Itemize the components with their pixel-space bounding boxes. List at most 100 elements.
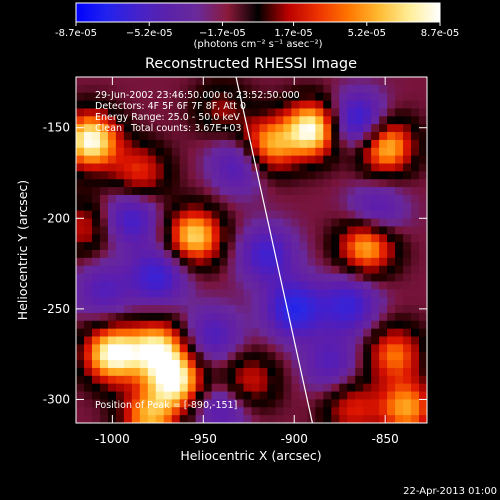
heatmap-cell (99, 328, 109, 338)
heatmap-cell (115, 344, 125, 353)
heatmap-cell (363, 139, 372, 149)
heatmap-cell (91, 415, 101, 423)
heatmap-cell (163, 250, 173, 259)
heatmap-cell (227, 234, 237, 243)
heatmap-cell (411, 147, 420, 157)
heatmap-cell (363, 312, 372, 322)
heatmap-cell (291, 399, 300, 408)
heatmap-cell (411, 383, 420, 393)
heatmap-cell (83, 407, 93, 416)
heatmap-cell (171, 336, 181, 345)
heatmap-cell (355, 320, 364, 330)
heatmap-cell (347, 336, 356, 345)
heatmap-cell (219, 139, 229, 149)
heatmap-cell (371, 407, 380, 416)
heatmap-cell (371, 273, 380, 283)
heatmap-cell (347, 257, 356, 267)
heatmap-cell (139, 234, 149, 243)
heatmap-cell (163, 320, 173, 330)
heatmap-cell (379, 367, 388, 377)
heatmap-cell (187, 108, 197, 117)
heatmap-cell (259, 171, 269, 180)
heatmap-cell (115, 179, 125, 188)
heatmap-cell (411, 210, 420, 220)
heatmap-cell (379, 297, 388, 306)
heatmap-cell (267, 108, 277, 117)
heatmap-cell (211, 289, 221, 298)
heatmap-cell (275, 84, 285, 94)
heatmap-cell (251, 320, 261, 330)
heatmap-cell (403, 234, 412, 243)
heatmap-cell (123, 234, 133, 243)
heatmap-cell (371, 226, 380, 235)
heatmap-cell (147, 281, 157, 290)
heatmap-cell (291, 108, 300, 117)
heatmap-cell (371, 367, 380, 377)
heatmap-cell (187, 360, 197, 369)
heatmap-cell (211, 367, 221, 377)
heatmap-cell (211, 171, 221, 180)
heatmap-cell (235, 210, 245, 220)
heatmap-cell (363, 124, 372, 133)
heatmap-cell (251, 289, 261, 298)
heatmap-cell (339, 84, 348, 94)
heatmap-cell (227, 250, 237, 259)
heatmap-cell (195, 344, 205, 353)
heatmap-cell (219, 226, 229, 235)
heatmap-cell (155, 273, 165, 283)
heatmap-cell (371, 218, 380, 228)
heatmap-cell (291, 155, 300, 165)
heatmap-cell (131, 281, 141, 290)
heatmap-cell (83, 367, 93, 377)
heatmap-cell (419, 187, 427, 196)
heatmap-cell (275, 202, 285, 212)
heatmap-cell (147, 360, 157, 369)
heatmap-cell (195, 132, 205, 141)
heatmap-cell (331, 344, 340, 353)
heatmap-cell (259, 116, 269, 125)
heatmap-cell (76, 360, 85, 369)
heatmap-cell (419, 124, 427, 133)
heatmap-cell (171, 84, 181, 94)
heatmap-cell (291, 171, 300, 180)
heatmap-cell (259, 360, 269, 369)
heatmap-cell (267, 163, 277, 172)
heatmap-cell (355, 108, 364, 117)
heatmap-cell (363, 250, 372, 259)
heatmap-cell (371, 132, 380, 141)
heatmap-cell (115, 226, 125, 235)
heatmap-cell (99, 312, 109, 322)
heatmap-cell (76, 415, 85, 423)
heatmap-cell (363, 281, 372, 290)
heatmap-cell (355, 132, 364, 141)
heatmap-cell (219, 273, 229, 283)
heatmap-cell (283, 84, 292, 94)
heatmap-cell (419, 108, 427, 117)
heatmap-cell (403, 210, 412, 220)
heatmap-cell (371, 155, 380, 165)
heatmap-cell (315, 367, 324, 377)
heatmap-cell (219, 336, 229, 345)
heatmap-cell (179, 171, 189, 180)
heatmap-cell (355, 273, 364, 283)
heatmap-cell (76, 132, 85, 141)
heatmap-cell (163, 375, 173, 385)
heatmap-cell (315, 179, 324, 188)
heatmap-cell (251, 147, 261, 157)
heatmap-cell (379, 257, 388, 267)
colorbar-tick-label: 5.2e-05 (348, 28, 386, 39)
heatmap-cell (219, 171, 229, 180)
heatmap-cell (211, 328, 221, 338)
heatmap-cell (227, 367, 237, 377)
heatmap-cell (76, 210, 85, 220)
heatmap-cell (339, 320, 348, 330)
heatmap-cell (139, 360, 149, 369)
heatmap-cell (395, 187, 404, 196)
heatmap-cell (99, 250, 109, 259)
heatmap-cell (307, 281, 316, 290)
heatmap-cell (379, 179, 388, 188)
heatmap-cell (163, 305, 173, 314)
heatmap-cell (403, 297, 412, 306)
heatmap-cell (115, 139, 125, 149)
heatmap-cell (363, 367, 372, 377)
